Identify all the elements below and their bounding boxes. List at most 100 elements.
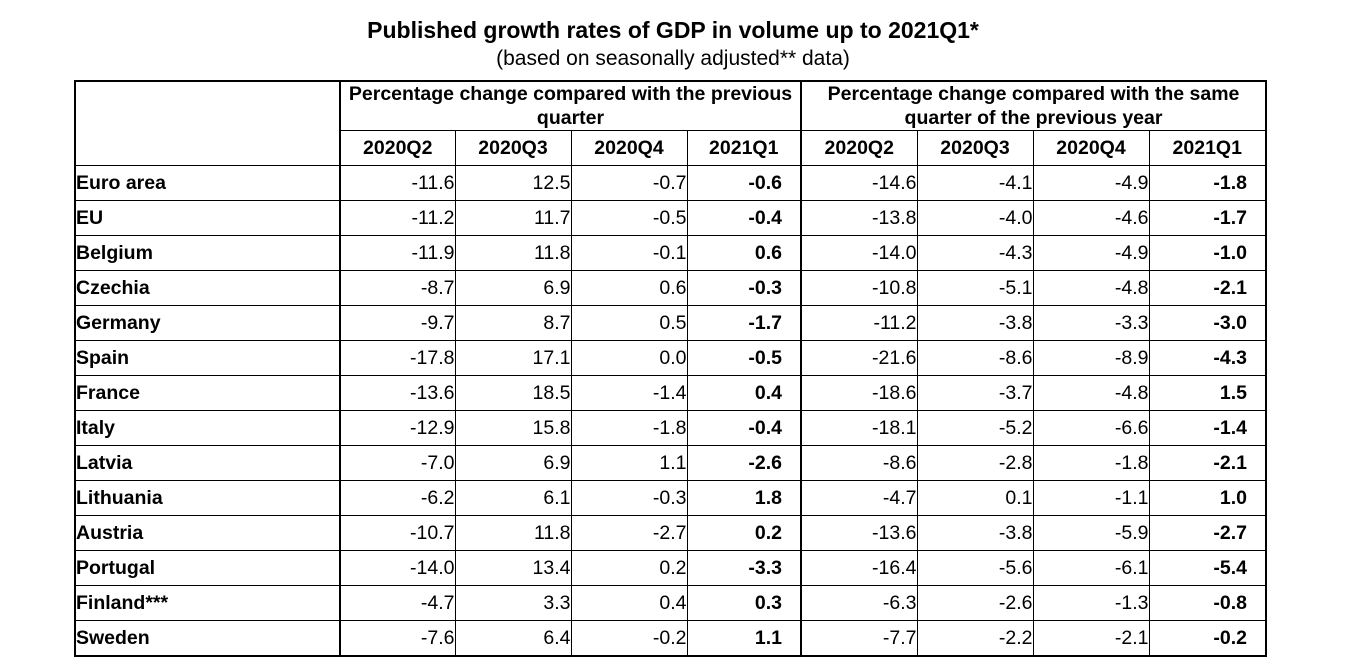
corner-cell <box>75 81 341 166</box>
gdp-growth-table: Percentage change compared with the prev… <box>74 80 1268 657</box>
value-cell: -2.6 <box>916 585 1033 621</box>
value-cell: -6.2 <box>339 480 455 516</box>
table-row: Finland*** -4.7 3.3 0.4 0.3 -6.3 -2.6 -1.3 -0.8 <box>75 585 1267 621</box>
value-cell: 1.1 <box>686 620 801 656</box>
quarter-header: 2020Q3 <box>916 130 1033 166</box>
country-name: Lithuania <box>75 480 341 516</box>
value-cell: -6.3 <box>800 585 917 621</box>
value-cell: 0.6 <box>686 235 801 271</box>
value-cell: -1.1 <box>1032 480 1149 516</box>
value-cell: -2.6 <box>686 445 801 481</box>
value-cell: 11.7 <box>454 200 571 236</box>
value-cell: -1.4 <box>570 375 687 411</box>
value-cell: 0.2 <box>570 550 687 586</box>
value-cell: -2.1 <box>1148 445 1267 481</box>
table-row: Portugal -14.0 13.4 0.2 -3.3 -16.4 -5.6 -6.1 -5.… <box>75 550 1267 586</box>
value-cell: -4.8 <box>1032 270 1149 306</box>
value-cell: -2.8 <box>916 445 1033 481</box>
quarter-header: 2020Q2 <box>800 130 917 166</box>
value-cell: -2.2 <box>916 620 1033 656</box>
table-row: Sweden -7.6 6.4 -0.2 1.1 -7.7 -2.2 -2.1 -0.2 <box>75 620 1267 656</box>
country-name: Spain <box>75 340 341 376</box>
country-name: France <box>75 375 341 411</box>
value-cell: -2.7 <box>1148 515 1267 551</box>
value-cell: 8.7 <box>454 305 571 341</box>
value-cell: 0.4 <box>686 375 801 411</box>
value-cell: -17.8 <box>339 340 455 376</box>
value-cell: -14.0 <box>339 550 455 586</box>
value-cell: 0.6 <box>570 270 687 306</box>
value-cell: -8.9 <box>1032 340 1149 376</box>
value-cell: -18.6 <box>800 375 917 411</box>
table-row: Austria -10.7 11.8 -2.7 0.2 -13.6 -3.8 -5.9 -2.7 <box>75 515 1267 551</box>
value-cell: -16.4 <box>800 550 917 586</box>
value-cell: -5.6 <box>916 550 1033 586</box>
value-cell: -2.1 <box>1032 620 1149 656</box>
country-name: Finland*** <box>75 585 341 621</box>
value-cell: -4.3 <box>1148 340 1267 376</box>
value-cell: -2.1 <box>1148 270 1267 306</box>
value-cell: -3.8 <box>916 305 1033 341</box>
value-cell: -0.2 <box>1148 620 1267 656</box>
value-cell: -9.7 <box>339 305 455 341</box>
quarter-header: 2020Q4 <box>570 130 687 166</box>
table-row: Euro area -11.6 12.5 -0.7 -0.6 -14.6 -4.1 -4.9-… <box>75 165 1267 201</box>
value-cell: -13.8 <box>800 200 917 236</box>
value-cell: -10.8 <box>800 270 917 306</box>
value-cell: -0.7 <box>570 165 687 201</box>
value-cell: 6.1 <box>454 480 571 516</box>
value-cell: -4.9 <box>1032 165 1149 201</box>
value-cell: -1.4 <box>1148 410 1267 446</box>
value-cell: -0.5 <box>686 340 801 376</box>
value-cell: 1.1 <box>570 445 687 481</box>
value-cell: 3.3 <box>454 585 571 621</box>
value-cell: -1.7 <box>1148 200 1267 236</box>
value-cell: -0.6 <box>686 165 801 201</box>
value-cell: 6.9 <box>454 270 571 306</box>
table-row: France -13.6 18.5 -1.4 0.4 -18.6 -3.7 -4.8 1.5 <box>75 375 1267 411</box>
value-cell: 0.5 <box>570 305 687 341</box>
value-cell: 11.8 <box>454 515 571 551</box>
value-cell: -11.2 <box>800 305 917 341</box>
value-cell: -2.7 <box>570 515 687 551</box>
value-cell: -4.9 <box>1032 235 1149 271</box>
value-cell: 12.5 <box>454 165 571 201</box>
value-cell: 1.8 <box>686 480 801 516</box>
value-cell: -8.7 <box>339 270 455 306</box>
value-cell: -0.3 <box>570 480 687 516</box>
quarter-header: 2020Q4 <box>1032 130 1149 166</box>
country-name: Sweden <box>75 620 341 656</box>
value-cell: 0.0 <box>570 340 687 376</box>
value-cell: -13.6 <box>800 515 917 551</box>
group-header-previous-year: Percentage change compared with the same… <box>799 81 1267 131</box>
value-cell: 6.4 <box>454 620 571 656</box>
country-name: Latvia <box>75 445 341 481</box>
value-cell: -14.6 <box>800 165 917 201</box>
value-cell: -5.1 <box>916 270 1033 306</box>
table-body: Euro area -11.6 12.5 -0.7 -0.6 -14.6 -4.1 -4.9-… <box>75 165 1267 656</box>
value-cell: -0.2 <box>570 620 687 656</box>
value-cell: -1.8 <box>1032 445 1149 481</box>
value-cell: -3.7 <box>916 375 1033 411</box>
country-name: Czechia <box>75 270 341 306</box>
value-cell: -8.6 <box>916 340 1033 376</box>
value-cell: 18.5 <box>454 375 571 411</box>
value-cell: -4.6 <box>1032 200 1149 236</box>
table-row: Belgium -11.9 11.8 -0.1 0.6 -14.0 -4.3 -4.9 -1.0 <box>75 235 1267 271</box>
value-cell: -7.6 <box>339 620 455 656</box>
value-cell: -10.7 <box>339 515 455 551</box>
value-cell: -3.3 <box>686 550 801 586</box>
value-cell: 0.3 <box>686 585 801 621</box>
value-cell: -4.7 <box>800 480 917 516</box>
value-cell: -6.6 <box>1032 410 1149 446</box>
value-cell: -1.3 <box>1032 585 1149 621</box>
value-cell: -0.1 <box>570 235 687 271</box>
value-cell: 1.5 <box>1148 375 1267 411</box>
table-row: Czechia -8.7 6.9 0.6 -0.3 -10.8 -5.1 -4.8 -2.1 <box>75 270 1267 306</box>
country-name: Italy <box>75 410 341 446</box>
value-cell: -0.3 <box>686 270 801 306</box>
value-cell: -12.9 <box>339 410 455 446</box>
value-cell: 6.9 <box>454 445 571 481</box>
value-cell: -5.2 <box>916 410 1033 446</box>
value-cell: -4.1 <box>916 165 1033 201</box>
